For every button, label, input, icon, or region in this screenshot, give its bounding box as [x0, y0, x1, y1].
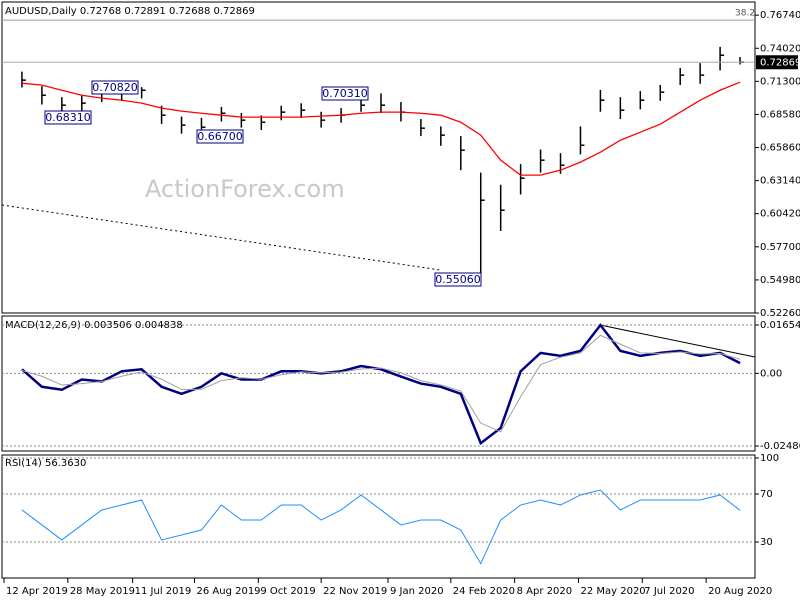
indicator-line	[21, 489, 741, 565]
y-tick-label: 0.76740	[760, 10, 800, 21]
level-label: 0.70310	[322, 87, 368, 100]
y-tick-label: 30	[760, 537, 773, 548]
rsi-panel	[1, 454, 756, 579]
y-tick-label: 0.74020	[760, 43, 800, 54]
y-tick-label: 0.65860	[760, 143, 800, 154]
level-label: 0.66700	[197, 130, 243, 143]
y-tick-label: 0.71300	[760, 76, 800, 87]
x-tick-label: 12 Apr 2019	[6, 586, 68, 597]
level-label: 0.70820	[92, 81, 138, 94]
fib-label: 38.2	[735, 9, 755, 19]
level-box	[91, 80, 139, 95]
macd-panel	[1, 315, 756, 452]
x-tick-label: 20 Aug 2020	[708, 586, 772, 597]
x-tick-label: 22 Nov 2019	[323, 586, 387, 597]
macd-trend-line	[599, 324, 756, 358]
y-tick-label: 0.52260	[760, 308, 800, 319]
x-tick-label: 22 May 2020	[580, 586, 645, 597]
x-tick-label: 11 Jul 2019	[135, 586, 192, 597]
moving-average	[21, 81, 741, 176]
trend-line	[1, 204, 441, 271]
y-tick-label: 0.00	[760, 368, 782, 379]
y-tick-label: 0.68580	[760, 109, 800, 120]
level-box	[44, 110, 92, 125]
y-tick-label: 0.63140	[760, 176, 800, 187]
level-box	[321, 86, 369, 101]
x-tick-label: 24 Feb 2020	[453, 586, 515, 597]
current-price-label: 0.72869	[760, 57, 800, 68]
level-label: 0.68310	[45, 111, 91, 124]
level-label: 0.55060	[435, 273, 481, 286]
x-tick-label: 8 Apr 2020	[517, 586, 572, 597]
watermark: ActionForex.com	[145, 175, 345, 203]
x-tick-label: 26 Aug 2019	[196, 586, 260, 597]
x-tick-label: 7 Jul 2020	[644, 586, 694, 597]
y-tick-label: 0.54980	[760, 275, 800, 286]
x-tick-label: 9 Jan 2020	[390, 586, 444, 597]
level-box	[434, 272, 482, 287]
y-tick-label: -0.02486	[760, 441, 800, 452]
y-tick-label: 70	[760, 489, 773, 500]
x-tick-label: 28 May 2019	[70, 586, 135, 597]
level-box	[196, 129, 244, 144]
y-tick-label: 100	[760, 453, 779, 464]
price-panel	[1, 1, 756, 314]
y-tick-label: 0.01654	[760, 320, 800, 331]
indicator-line	[21, 323, 741, 446]
current-price-box	[756, 55, 798, 70]
panel-title: MACD(12,26,9) 0.003506 0.004838	[5, 320, 183, 331]
x-tick-label: 9 Oct 2019	[260, 586, 315, 597]
panel-title: AUDUSD,Daily 0.72768 0.72891 0.72688 0.7…	[5, 6, 255, 17]
y-tick-label: 0.60420	[760, 209, 800, 220]
indicator-line	[21, 334, 741, 433]
panel-title: RSI(14) 56.3630	[5, 458, 86, 469]
y-tick-label: 0.57700	[760, 242, 800, 253]
